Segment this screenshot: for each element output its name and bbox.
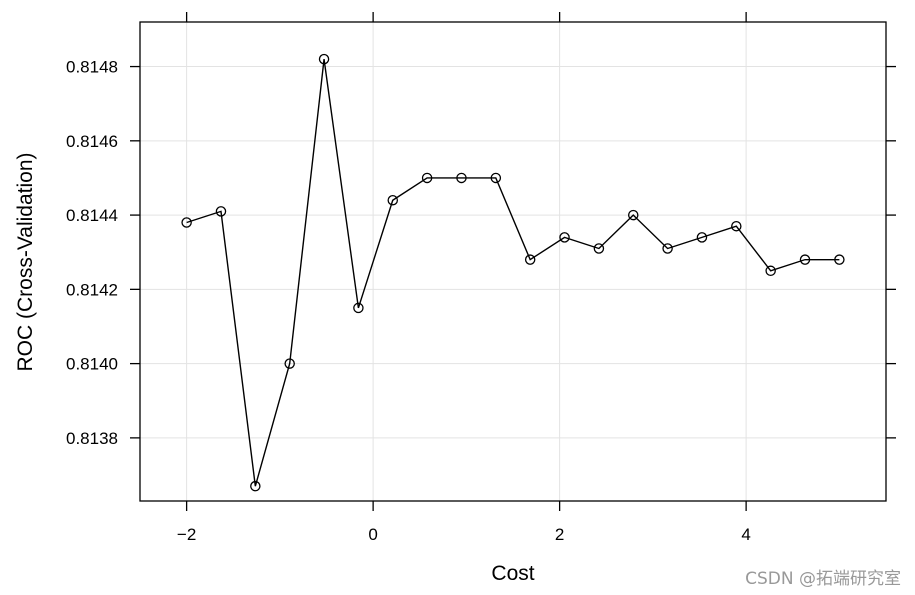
data-point	[559, 232, 570, 243]
data-point	[353, 302, 364, 314]
data-point	[627, 209, 639, 221]
data-point	[765, 265, 776, 277]
series-line	[186, 59, 840, 487]
data-point	[181, 217, 192, 228]
data-point	[490, 172, 502, 184]
y-tick-label: 0.8146	[66, 132, 118, 151]
data-point	[662, 243, 673, 254]
data-point	[250, 480, 261, 492]
x-tick-label: −2	[177, 525, 196, 544]
y-tick-label: 0.8148	[66, 58, 118, 77]
x-axis-title: Cost	[491, 562, 534, 585]
y-tick-label: 0.8144	[66, 206, 118, 225]
axis-ticks	[130, 12, 896, 511]
data-series	[181, 53, 845, 492]
y-tick-label: 0.8138	[66, 429, 118, 448]
grid-lines	[140, 22, 886, 501]
x-tick-label: 2	[555, 525, 564, 544]
tick-labels: −2 0 2 4 0.8138 0.8140 0.8142 0.8144 0.8146 0.814…	[66, 58, 751, 544]
data-point	[387, 194, 399, 206]
data-point	[799, 254, 811, 265]
data-point	[421, 172, 433, 184]
watermark-text: CSDN @拓端研究室	[745, 569, 901, 589]
data-point	[456, 172, 467, 184]
data-point	[593, 243, 605, 254]
data-point	[696, 232, 708, 243]
data-point	[215, 206, 227, 217]
data-point	[524, 254, 536, 265]
data-point	[731, 220, 742, 232]
data-point	[318, 53, 330, 65]
x-tick-label: 0	[368, 525, 377, 544]
data-point	[284, 358, 295, 369]
data-point	[834, 254, 845, 265]
x-tick-label: 4	[741, 525, 750, 544]
y-tick-label: 0.8140	[66, 355, 118, 374]
y-axis-title: ROC (Cross-Validation)	[14, 153, 37, 372]
plot-frame	[139, 21, 887, 502]
y-tick-label: 0.8142	[66, 280, 118, 299]
